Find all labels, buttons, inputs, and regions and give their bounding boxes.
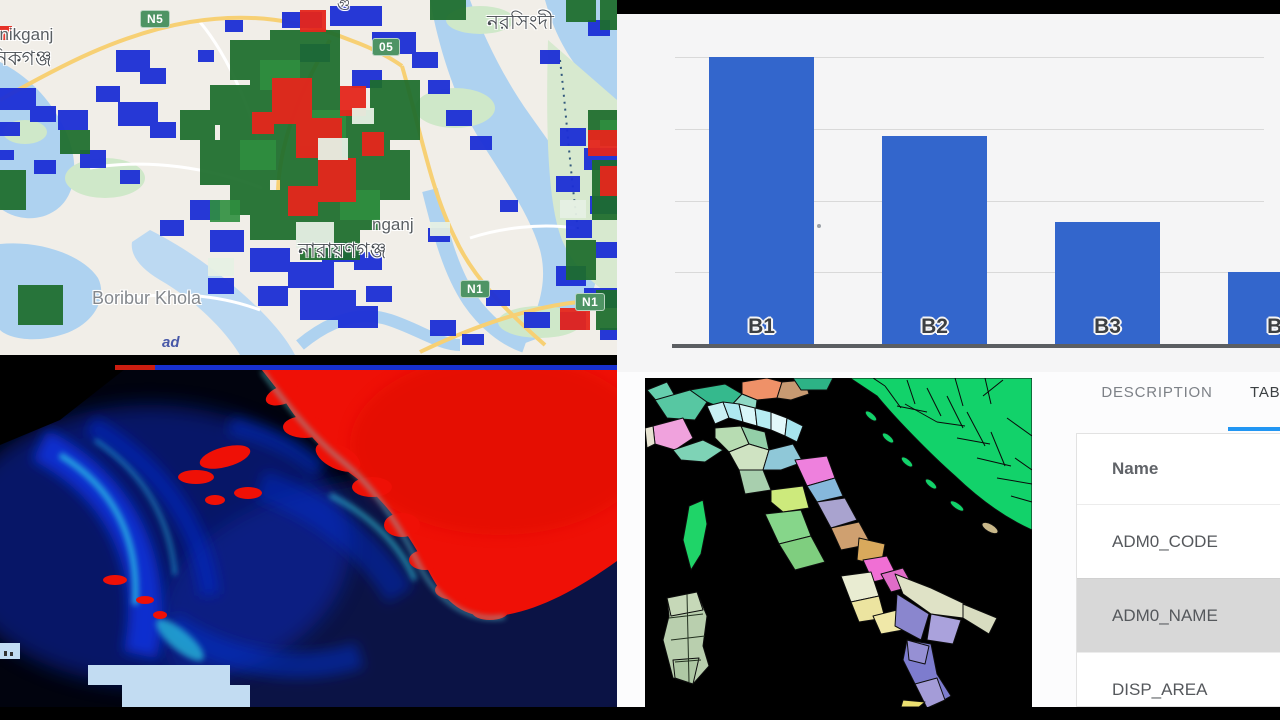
attribute-table: Name ADM0_CODE ADM0_NAME DISP_AREA xyxy=(1076,433,1280,707)
clipped-label-fragment: গু xyxy=(337,0,351,14)
bar-B1[interactable]: B1 xyxy=(709,57,814,344)
table-row-ADM0_CODE[interactable]: ADM0_CODE xyxy=(1077,504,1280,578)
bar-B4[interactable]: B4 xyxy=(1228,272,1280,344)
chart-x-axis xyxy=(672,344,1280,348)
map-watermark-fragment: ad xyxy=(162,334,180,351)
road-badge-n1-a: N1 xyxy=(460,280,491,298)
nodata-blocks xyxy=(0,643,250,707)
city-label-manikganj-en: anikganj xyxy=(0,25,54,44)
bar-label: B1 xyxy=(748,315,775,338)
bar-label: B4 xyxy=(1267,315,1280,338)
tab-description[interactable]: DESCRIPTION xyxy=(1101,384,1213,401)
road-badge-05: 05 xyxy=(372,38,401,56)
bar-B2[interactable]: B2 xyxy=(882,135,987,344)
bar-B3[interactable]: B3 xyxy=(1055,222,1160,344)
table-header-name: Name xyxy=(1112,459,1159,478)
bar-label: B3 xyxy=(1094,314,1121,338)
radar-map-panel[interactable]: anikganj নিকগঞ্জ নরসিংদী nganj নারায়ণগঞ… xyxy=(0,0,617,355)
heatmap-image xyxy=(0,365,617,707)
city-label-narayanganj-en: nganj xyxy=(372,215,414,234)
chart-gridline xyxy=(675,57,1264,58)
road-badge-n1-b: N1 xyxy=(575,293,606,311)
table-row-DISP_AREA[interactable]: DISP_AREA xyxy=(1077,652,1280,707)
place-label-boribur-khola: Boribur Khola xyxy=(92,288,202,308)
right-panel: B1 B2 B3 B4 xyxy=(617,14,1280,707)
radar-basemap xyxy=(0,0,617,355)
chart-dot-artifact xyxy=(817,224,821,228)
table-row-ADM0_NAME[interactable]: ADM0_NAME xyxy=(1077,578,1280,652)
bar-label: B2 xyxy=(921,314,948,338)
road-badge-n5: N5 xyxy=(140,10,171,28)
chart-plot-area: B1 B2 B3 B4 xyxy=(672,14,1280,354)
table-rows: ADM0_CODE ADM0_NAME DISP_AREA xyxy=(1077,504,1280,707)
chart-gridline xyxy=(675,128,1264,130)
tab-table[interactable]: TABLE xyxy=(1250,384,1280,401)
heatmap-panel xyxy=(0,365,617,707)
italy-provinces-map xyxy=(645,378,1032,707)
active-tab-indicator xyxy=(1228,427,1280,431)
bar-chart: B1 B2 B3 B4 xyxy=(617,14,1280,372)
city-label-manikganj-bn: নিকগঞ্জ xyxy=(0,48,52,70)
city-label-narayanganj-bn: নারায়ণগঞ্জ xyxy=(298,240,387,262)
city-label-narsingdi: নরসিংদী xyxy=(487,12,554,34)
radar-rain-red xyxy=(0,10,617,330)
